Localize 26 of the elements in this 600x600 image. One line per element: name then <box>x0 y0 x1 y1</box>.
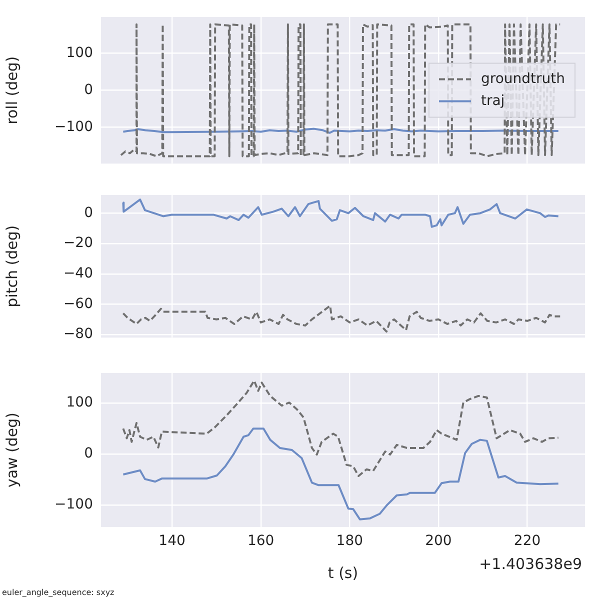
y-tick-label: 0 <box>84 446 93 462</box>
x-axis-title: t (s) <box>328 564 358 582</box>
line-series <box>122 380 560 478</box>
x-tick-label: 160 <box>247 533 274 550</box>
y-tick-label: 0 <box>84 82 93 98</box>
line-series <box>122 304 562 333</box>
x-tick-label: 180 <box>336 533 364 550</box>
y-tick-label: −80 <box>63 326 93 342</box>
y-axis-title: yaw (deg) <box>2 412 21 488</box>
y-tick-label: −100 <box>54 496 93 513</box>
legend-label: traj <box>480 92 505 109</box>
text: +1.403638e9 <box>479 555 582 573</box>
y-axis-title: roll (deg) <box>2 56 21 124</box>
y-tick-label: 0 <box>84 204 93 221</box>
text: euler_angle_sequence: sxyz <box>2 588 114 597</box>
legend-label: groundtruth <box>480 70 565 87</box>
y-tick-label: 100 <box>66 44 93 61</box>
y-tick-label: −20 <box>63 235 93 252</box>
x-tick-label: 200 <box>425 533 452 550</box>
x-tick-label: 140 <box>158 533 186 550</box>
y-tick-label: −60 <box>63 296 93 312</box>
y-tick-label: −40 <box>63 266 93 282</box>
x-tick-label: 220 <box>514 533 541 550</box>
y-axis-title: pitch (deg) <box>2 225 21 308</box>
y-tick-label: 100 <box>66 394 93 411</box>
y-tick-label: −100 <box>54 118 93 135</box>
